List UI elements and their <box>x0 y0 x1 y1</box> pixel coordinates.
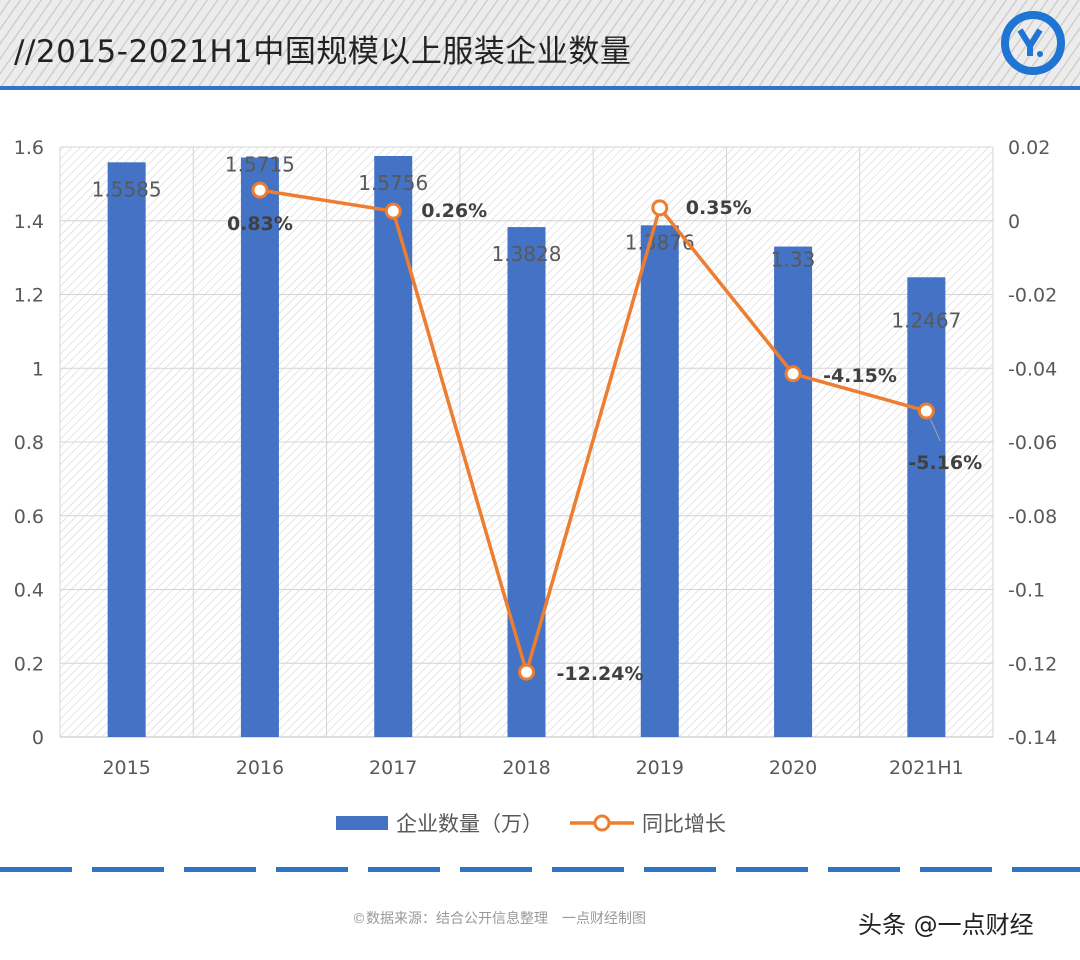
footer-dashed-divider <box>0 867 1080 872</box>
x-axis-tick: 2021H1 <box>889 757 964 779</box>
legend-label-line: 同比增长 <box>642 812 726 836</box>
line-marker <box>917 402 935 420</box>
bar-data-label: 1.5756 <box>358 171 428 195</box>
legend-marker-line <box>593 814 611 832</box>
line-data-label: -4.15% <box>823 365 897 387</box>
legend-label-bar: 企业数量（万） <box>396 812 543 836</box>
chart: 0 0.2 0.4 0.6 0.8 1 1.2 1.4 1.6 -0.14 -0.12 -0.1 -0.… <box>14 137 1057 836</box>
x-axis-tick: 2015 <box>102 757 150 779</box>
left-axis-tick: 1 <box>32 358 44 380</box>
x-axis-tick: 2020 <box>769 757 817 779</box>
left-axis-tick: 0 <box>32 727 44 749</box>
line-marker <box>384 202 402 220</box>
x-axis-tick: 2017 <box>369 757 417 779</box>
line-data-label: -5.16% <box>908 452 982 474</box>
header-divider <box>0 86 1080 90</box>
bar-data-label: 1.5585 <box>92 177 162 201</box>
right-axis-tick: -0.04 <box>1008 358 1057 380</box>
right-axis-tick: -0.08 <box>1008 506 1057 528</box>
data-source-note: ©数据来源：结合公开信息整理 一点财经制图 <box>352 911 646 927</box>
bar <box>107 162 146 738</box>
watermark: 头条 @一点财经 <box>858 911 1034 939</box>
x-axis-tick: 2016 <box>236 757 284 779</box>
bar <box>240 157 279 737</box>
line-marker <box>651 199 669 217</box>
right-axis-tick: 0.02 <box>1008 137 1050 159</box>
brand-logo-icon <box>1001 11 1065 75</box>
label-leader-line <box>929 418 941 442</box>
bar-data-label: 1.5715 <box>225 153 295 177</box>
right-axis-tick: -0.12 <box>1008 653 1057 675</box>
left-axis-tick: 0.6 <box>14 506 44 528</box>
bar <box>507 227 546 737</box>
bar-data-label: 1.2467 <box>891 308 961 332</box>
line-data-label: 0.26% <box>421 200 487 222</box>
line-data-label: -12.24% <box>557 663 644 685</box>
right-axis-tick: 0 <box>1008 211 1020 233</box>
right-axis-tick: -0.06 <box>1008 432 1057 454</box>
right-axis-tick: -0.1 <box>1008 580 1045 602</box>
left-axis-tick: 0.8 <box>14 432 44 454</box>
bar <box>640 225 679 737</box>
right-axis-tick: -0.14 <box>1008 727 1057 749</box>
left-axis-tick: 1.4 <box>14 211 44 233</box>
left-axis-tick: 1.2 <box>14 285 44 307</box>
legend-swatch-bar <box>336 816 388 830</box>
bar <box>907 277 946 737</box>
page-title: //2015-2021H1中国规模以上服装企业数量 <box>14 34 632 70</box>
right-axis-tick: -0.02 <box>1008 285 1057 307</box>
x-axis-tick: 2018 <box>502 757 550 779</box>
line-marker <box>518 663 535 681</box>
line-marker <box>784 365 802 383</box>
bar <box>374 155 413 737</box>
left-axis-tick: 1.6 <box>14 137 44 159</box>
bar <box>774 246 813 737</box>
line-data-label: 0.35% <box>686 197 752 219</box>
left-axis-tick: 0.4 <box>14 580 44 602</box>
line-marker <box>251 181 269 199</box>
header-banner <box>0 0 1080 86</box>
bar-data-label: 1.33 <box>771 248 816 272</box>
line-series <box>259 188 927 679</box>
bar-data-label: 1.3876 <box>625 230 695 254</box>
bar-data-label: 1.3828 <box>492 242 562 266</box>
line-data-label: 0.83% <box>227 213 293 235</box>
left-axis-tick: 0.2 <box>14 653 44 675</box>
x-axis-tick: 2019 <box>636 757 684 779</box>
